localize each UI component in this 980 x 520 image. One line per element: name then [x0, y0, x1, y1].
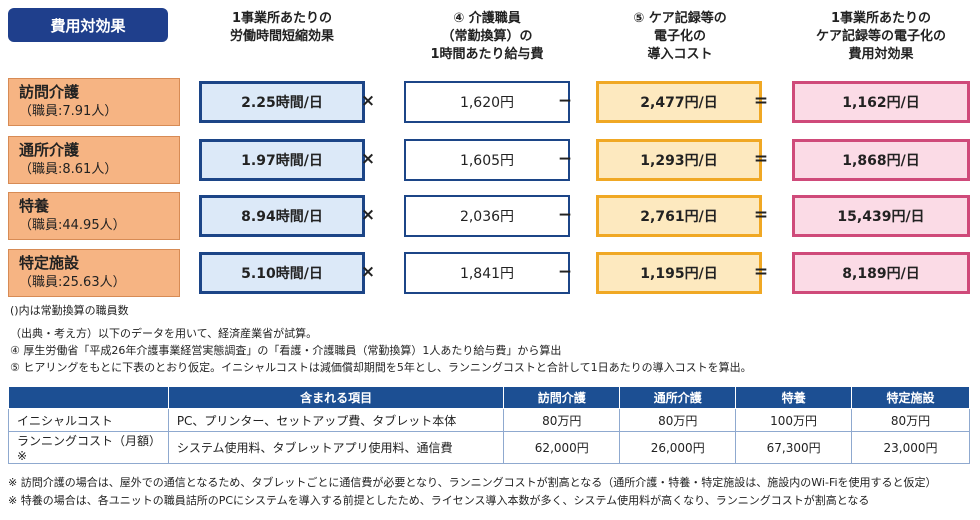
- hours-cell: 5.10時間/日: [199, 252, 365, 294]
- minus-operator: −: [557, 262, 573, 282]
- row-label-visit-care: 訪問介護 （職員:7.91人）: [8, 78, 180, 126]
- wage-cell: 1,620円: [404, 81, 570, 123]
- cost-cell: 1,293円/日: [596, 139, 762, 181]
- effect-cell: 1,868円/日: [792, 139, 970, 181]
- cost-table: 含まれる項目 訪問介護 通所介護 特養 特定施設 イニシャルコスト PC、プリン…: [8, 386, 970, 464]
- footnote: ※ 特養の場合は、各ユニットの職員詰所のPCにシステムを導入する前提としたため、…: [8, 494, 870, 507]
- header-cost-effect: 1事業所あたりの ケア記録等の電子化の 費用対効果: [815, 11, 946, 62]
- times-operator: ×: [360, 205, 376, 225]
- table-header-cell: 特養: [735, 386, 853, 409]
- equals-operator: =: [753, 205, 769, 225]
- table-cell: PC、プリンター、セットアップ費、タブレット本体: [167, 408, 505, 432]
- header-intro-cost: ⑤ ケア記録等の 電子化の 導入コスト: [633, 11, 727, 62]
- equals-operator: =: [753, 149, 769, 169]
- footnote: ※ 訪問介護の場合は、屋外での通信となるため、タブレットごとに通信費が必要となり…: [8, 476, 937, 489]
- hours-cell: 1.97時間/日: [199, 139, 365, 181]
- wage-cell: 1,605円: [404, 139, 570, 181]
- table-cell: 26,000円: [619, 431, 737, 464]
- table-cell: 100万円: [735, 408, 853, 432]
- minus-operator: −: [557, 91, 573, 111]
- table-cell: 23,000円: [851, 431, 970, 464]
- table-cell: ランニングコスト（月額）※: [8, 431, 169, 464]
- hours-cell: 2.25時間/日: [199, 81, 365, 123]
- header-wage: ④ 介護職員 （常勤換算）の 1時間あたり給与費: [430, 11, 544, 62]
- times-operator: ×: [360, 149, 376, 169]
- effect-cell: 1,162円/日: [792, 81, 970, 123]
- times-operator: ×: [360, 91, 376, 111]
- source-line: ④ 厚生労働省「平成26年介護事業経営実態調査」の「看護・介護職員（常勤換算）1…: [10, 344, 562, 357]
- table-cell: 80万円: [619, 408, 737, 432]
- row-label-nursing-home: 特養 （職員:44.95人）: [8, 192, 180, 240]
- equals-operator: =: [753, 91, 769, 111]
- table-cell: 62,000円: [503, 431, 621, 464]
- cost-cell: 2,477円/日: [596, 81, 762, 123]
- header-labor-hours: 1事業所あたりの 労働時間短縮効果: [229, 11, 334, 44]
- effect-cell: 8,189円/日: [792, 252, 970, 294]
- table-header-cell: 訪問介護: [503, 386, 621, 409]
- table-cell: イニシャルコスト: [8, 408, 169, 432]
- staff-count-note: ()内は常勤換算の職員数: [10, 304, 129, 317]
- table-header-cell: [8, 386, 169, 409]
- table-cell: システム使用料、タブレットアプリ使用料、通信費: [167, 431, 505, 464]
- source-line: （出典・考え方）以下のデータを用いて、経済産業省が試算。: [10, 327, 318, 340]
- row-label-day-care: 通所介護 （職員:8.61人）: [8, 136, 180, 184]
- row-label-specified-facility: 特定施設 （職員:25.63人）: [8, 249, 180, 297]
- hours-cell: 8.94時間/日: [199, 195, 365, 237]
- table-header-cell: 含まれる項目: [167, 386, 505, 409]
- section-tag: 費用対効果: [8, 8, 168, 42]
- table-cell: 80万円: [503, 408, 621, 432]
- times-operator: ×: [360, 262, 376, 282]
- table-cell: 67,300円: [735, 431, 853, 464]
- table-cell: 80万円: [851, 408, 970, 432]
- source-line: ⑤ ヒアリングをもとに下表のとおり仮定。イニシャルコストは減価償却期間を5年とし…: [10, 361, 752, 374]
- equals-operator: =: [753, 262, 769, 282]
- table-header-cell: 特定施設: [851, 386, 970, 409]
- table-header-cell: 通所介護: [619, 386, 737, 409]
- wage-cell: 1,841円: [404, 252, 570, 294]
- cost-table-header: 含まれる項目 訪問介護 通所介護 特養 特定施設: [8, 386, 970, 409]
- table-row: ランニングコスト（月額）※ システム使用料、タブレットアプリ使用料、通信費 62…: [8, 431, 970, 464]
- effect-cell: 15,439円/日: [792, 195, 970, 237]
- wage-cell: 2,036円: [404, 195, 570, 237]
- cost-cell: 1,195円/日: [596, 252, 762, 294]
- table-row: イニシャルコスト PC、プリンター、セットアップ費、タブレット本体 80万円 8…: [8, 408, 970, 432]
- cost-cell: 2,761円/日: [596, 195, 762, 237]
- minus-operator: −: [557, 205, 573, 225]
- minus-operator: −: [557, 149, 573, 169]
